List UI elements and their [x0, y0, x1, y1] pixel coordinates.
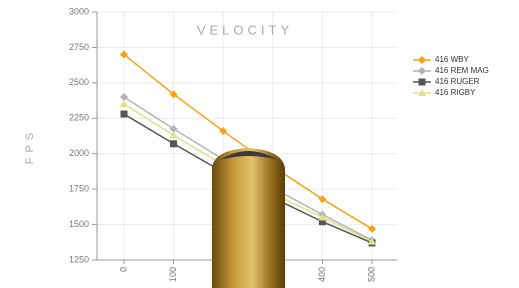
x-tick-label: 0: [118, 267, 128, 272]
marker: [121, 111, 128, 118]
marker: [418, 56, 426, 64]
y-tick-label: 2250: [69, 113, 89, 123]
legend-label: 416 RUGER: [435, 77, 480, 86]
marker: [318, 195, 326, 203]
y-tick-label: 1500: [69, 219, 89, 229]
marker: [170, 140, 177, 147]
chart-title: VELOCITY: [197, 22, 293, 37]
marker: [120, 93, 128, 101]
marker: [120, 100, 128, 107]
bullet-image: [212, 148, 285, 288]
marker: [170, 131, 178, 138]
y-tick-label: 1750: [69, 184, 89, 194]
y-axis-label: FPS: [24, 128, 36, 164]
legend-label: 416 RIGBY: [435, 88, 476, 97]
legend-item: 416 WBY: [413, 55, 469, 64]
x-tick-label: 100: [168, 267, 178, 282]
y-tick-label: 3000: [69, 6, 89, 16]
marker: [419, 79, 426, 86]
y-tick-label: 2500: [69, 77, 89, 87]
marker: [368, 225, 376, 233]
legend-item: 416 RIGBY: [413, 88, 476, 97]
chart: 1250150017502000225025002750300001002003…: [0, 0, 519, 288]
y-tick-label: 2750: [69, 42, 89, 52]
y-tick-label: 2000: [69, 148, 89, 158]
bullet-body: [212, 148, 285, 288]
legend-label: 416 WBY: [435, 55, 469, 64]
marker: [418, 67, 426, 75]
x-tick-label: 400: [317, 267, 327, 282]
legend-label: 416 REM MAG: [435, 66, 489, 75]
y-tick-label: 1250: [69, 254, 89, 264]
legend-item: 416 RUGER: [413, 77, 480, 86]
legend-item: 416 REM MAG: [413, 66, 489, 75]
x-tick-label: 500: [366, 267, 376, 282]
